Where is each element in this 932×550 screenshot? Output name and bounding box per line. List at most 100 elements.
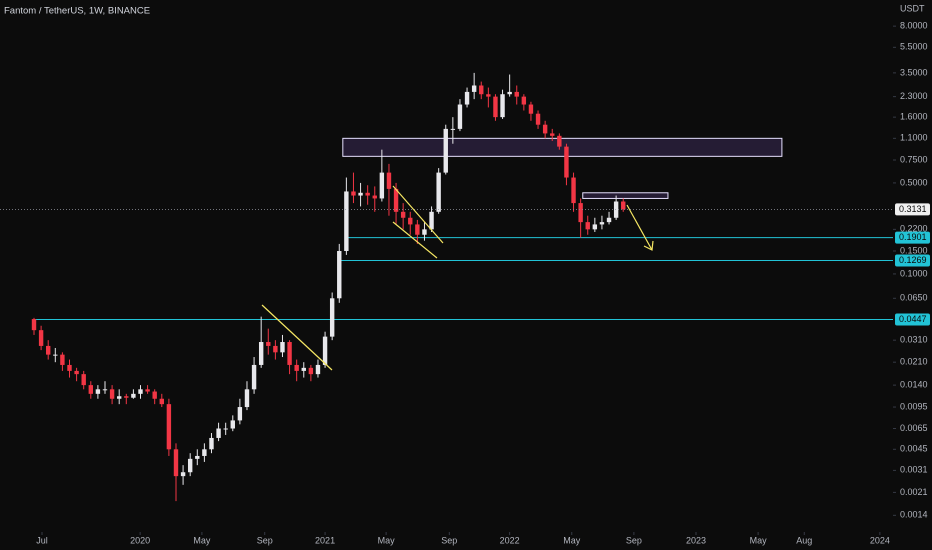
candle-body	[493, 96, 498, 118]
candle-body	[53, 354, 58, 356]
x-tick-label: 2021	[315, 535, 335, 545]
y-tick-label: 0.0014	[900, 510, 928, 520]
y-tick-label: 1.1000	[900, 133, 928, 143]
candle-body	[400, 211, 406, 218]
plot-area	[0, 72, 893, 502]
y-tick-label: 0.1500	[900, 245, 928, 255]
zone	[582, 192, 669, 199]
y-tick-label: 0.0065	[900, 423, 928, 433]
x-tick-label: Aug	[796, 535, 812, 545]
candle-body	[116, 396, 122, 399]
candle-body	[613, 201, 619, 218]
y-tick-label: 0.0650	[900, 293, 928, 303]
candle-body	[471, 85, 477, 92]
x-tick-label: Sep	[257, 535, 273, 545]
y-tick-label: 0.0031	[900, 465, 928, 475]
y-tick-label: 0.2200	[900, 224, 928, 234]
candle-body	[599, 222, 605, 225]
candle-body	[131, 393, 136, 398]
candle-body	[365, 192, 370, 196]
candle-body	[621, 201, 626, 210]
candle-body	[88, 385, 93, 394]
candle-body	[486, 94, 491, 97]
candle-body	[514, 91, 519, 97]
candle-body	[351, 191, 356, 196]
price-label: 0.3131	[899, 204, 927, 214]
level-label-box	[895, 231, 930, 244]
candle-body	[358, 192, 363, 196]
candle-body	[457, 104, 463, 129]
candle-body	[159, 398, 164, 405]
candle-body	[273, 345, 278, 353]
x-tick-label: May	[378, 535, 396, 545]
candle-body	[337, 251, 342, 299]
candle-body	[124, 396, 129, 398]
candle-body	[195, 455, 200, 459]
candle-body	[429, 211, 434, 230]
candle-body	[187, 458, 193, 473]
candle-body	[67, 364, 72, 371]
y-tick-label: 0.0210	[900, 357, 928, 367]
candle-body	[521, 96, 527, 105]
level-label: 0.1901	[899, 232, 927, 242]
level-label-box	[895, 313, 930, 326]
chart-title: Fantom / TetherUS, 1W, BINANCE	[4, 6, 150, 17]
candle-body	[386, 172, 392, 189]
y-tick-label: 5.5000	[900, 42, 928, 52]
candle-body	[145, 389, 150, 392]
candle-body	[528, 104, 534, 114]
candle-body	[578, 203, 583, 223]
trend-line	[392, 185, 444, 244]
candle-body	[322, 336, 328, 365]
drawings	[261, 185, 654, 371]
candle-body	[592, 224, 598, 230]
candle-body	[443, 128, 448, 173]
candle-body	[585, 222, 590, 230]
candle-body	[251, 364, 257, 390]
candle-body	[81, 374, 86, 386]
candle-body	[102, 389, 108, 391]
candle-body	[60, 354, 65, 365]
candle-body	[542, 124, 548, 134]
candle-body	[223, 428, 228, 430]
candle-body	[372, 195, 377, 199]
candle-body	[173, 449, 179, 477]
y-unit: USDT	[900, 3, 925, 13]
candle-body	[550, 133, 555, 136]
x-tick-label: May	[193, 535, 211, 545]
candle-body	[138, 389, 143, 394]
y-tick-label: 3.5000	[900, 67, 928, 77]
candle-body	[216, 428, 221, 438]
candle-body	[422, 229, 427, 235]
candle-body	[450, 128, 456, 130]
candle-body	[415, 224, 420, 235]
candle-body	[344, 191, 349, 252]
x-tick-label: Sep	[441, 535, 457, 545]
candle-body	[557, 135, 562, 147]
price-label-box	[895, 203, 930, 216]
x-tick-label: Sep	[626, 535, 642, 545]
candle-body	[74, 370, 79, 375]
candle-body	[507, 91, 512, 95]
x-tick-label: Jul	[36, 535, 48, 545]
level-label: 0.0447	[899, 314, 927, 324]
arrow-head	[643, 240, 654, 251]
y-tick-label: 0.7500	[900, 154, 928, 164]
zone	[342, 137, 783, 157]
candle-body	[315, 364, 321, 375]
y-tick-label: 0.0045	[900, 444, 928, 454]
x-tick-label: 2022	[500, 535, 520, 545]
arrow	[626, 204, 653, 251]
candle-body	[244, 389, 250, 408]
level-label: 0.1269	[899, 255, 927, 265]
candle-body	[202, 449, 207, 456]
candle-body	[95, 389, 101, 394]
candle-body	[46, 345, 51, 355]
candle-body	[152, 391, 157, 399]
y-tick-label: 1.6000	[900, 112, 928, 122]
candle-body	[301, 367, 306, 371]
x-tick-label: May	[750, 535, 768, 545]
y-tick-label: 2.3000	[900, 91, 928, 101]
